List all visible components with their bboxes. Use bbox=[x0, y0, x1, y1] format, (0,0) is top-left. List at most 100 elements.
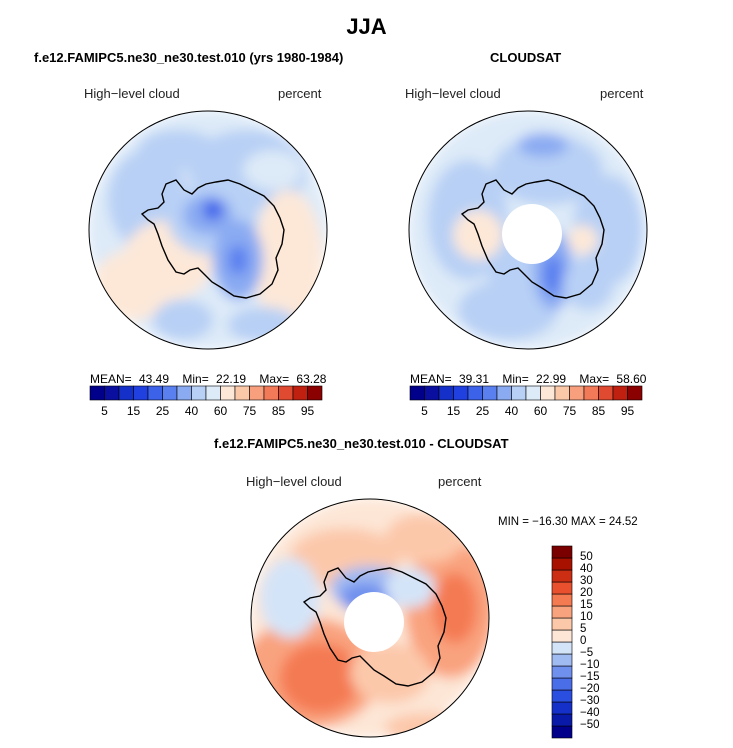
max-value: 58.60 bbox=[616, 372, 647, 386]
colorbar-tick-label: 5 bbox=[421, 404, 428, 418]
colorbar-swatch bbox=[118, 385, 134, 401]
colorbar-swatch bbox=[551, 581, 573, 595]
colorbar-swatch bbox=[551, 641, 573, 655]
colorbar-swatch bbox=[263, 385, 279, 401]
colorbar-swatch bbox=[496, 385, 512, 401]
polar-data-gap bbox=[344, 592, 404, 652]
mean-value: 39.31 bbox=[459, 372, 490, 386]
colorbar-tick-label: 15 bbox=[126, 404, 141, 418]
colorbar-tick-label: 95 bbox=[620, 404, 635, 418]
colorbar-swatch bbox=[551, 665, 573, 679]
field-layer bbox=[251, 499, 489, 737]
map-boundary bbox=[88, 110, 328, 350]
colorbar-swatch bbox=[467, 385, 483, 401]
panel-1-variable-label: High−level cloud bbox=[84, 86, 180, 101]
colorbar-swatch bbox=[409, 385, 425, 401]
field-region bbox=[433, 573, 477, 643]
colorbar-swatch bbox=[551, 617, 573, 631]
colorbar-tick-label: −20 bbox=[580, 683, 600, 695]
polar-data-gap bbox=[502, 204, 562, 264]
colorbar-swatch bbox=[583, 385, 599, 401]
colorbar-swatch bbox=[551, 593, 573, 607]
colorbar-tick-label: 30 bbox=[580, 575, 593, 587]
colorbar-swatch bbox=[292, 385, 308, 401]
panel-3-variable-label: High−level cloud bbox=[246, 474, 342, 489]
colorbar-tick-label: 60 bbox=[213, 404, 228, 418]
panel-1-title: f.e12.FAMIPC5.ne30_ne30.test.010 (yrs 19… bbox=[34, 50, 344, 65]
colorbar-tick-label: 0 bbox=[580, 635, 587, 647]
panel-1-units-label: percent bbox=[278, 86, 322, 101]
colorbar-swatch bbox=[554, 385, 570, 401]
colorbar-tick-label: 40 bbox=[184, 404, 199, 418]
colorbar-swatch bbox=[220, 385, 236, 401]
colorbar-tick-label: 60 bbox=[533, 404, 548, 418]
colorbar-swatch bbox=[569, 385, 585, 401]
colorbar-tick-label: 10 bbox=[580, 611, 593, 623]
field-region bbox=[153, 300, 213, 340]
panel-3-map bbox=[250, 498, 490, 738]
panel-2-variable-label: High−level cloud bbox=[405, 86, 501, 101]
colorbar-swatch bbox=[551, 725, 573, 739]
colorbar-swatch bbox=[511, 385, 527, 401]
antarctica-coastline bbox=[140, 179, 285, 299]
colorbar-tick-label: 20 bbox=[580, 587, 593, 599]
min-value: 22.19 bbox=[216, 372, 247, 386]
colorbar-swatch bbox=[627, 385, 643, 401]
colorbar-swatch bbox=[162, 385, 178, 401]
colorbar-swatch bbox=[551, 605, 573, 619]
panel-3-colorbar-labels: −50 −40 −30 −20 −15 −10 −5 0 5 10 15 20 30 40 50 bbox=[580, 546, 620, 738]
field-region bbox=[228, 307, 298, 343]
panel-2-stats: MEAN= 39.31 Min= 22.99 Max= 58.60 bbox=[410, 372, 646, 386]
panel-2-units-label: percent bbox=[600, 86, 644, 101]
colorbar-swatch bbox=[551, 689, 573, 703]
map-boundary bbox=[408, 110, 648, 350]
colorbar-swatch bbox=[598, 385, 614, 401]
field-layer bbox=[89, 111, 327, 349]
colorbar-tick-label: 75 bbox=[562, 404, 577, 418]
panel-1-colorbar-labels: 5 15 25 40 60 75 85 95 bbox=[90, 404, 322, 420]
max-label: Max= bbox=[579, 372, 610, 386]
colorbar-tick-label: −15 bbox=[580, 671, 600, 683]
colorbar-tick-label: 95 bbox=[300, 404, 315, 418]
panel-3-stats: MIN = −16.30 MAX = 24.52 bbox=[498, 516, 638, 528]
colorbar-swatch bbox=[540, 385, 556, 401]
panel-1-stats: MEAN= 43.49 Min= 22.19 Max= 63.28 bbox=[90, 372, 326, 386]
field-region bbox=[260, 558, 320, 638]
colorbar-swatch bbox=[234, 385, 250, 401]
colorbar-swatch bbox=[307, 385, 323, 401]
colorbar-tick-label: 15 bbox=[580, 599, 593, 611]
field-region bbox=[243, 150, 303, 190]
max-value: 63.28 bbox=[296, 372, 327, 386]
colorbar-swatch bbox=[551, 677, 573, 691]
field-region bbox=[385, 568, 435, 608]
colorbar-swatch bbox=[133, 385, 149, 401]
colorbar-tick-label: 15 bbox=[446, 404, 461, 418]
colorbar-tick-label: 50 bbox=[580, 551, 593, 563]
min-label: Min= bbox=[502, 372, 529, 386]
colorbar-swatch bbox=[482, 385, 498, 401]
panel-3-units-label: percent bbox=[438, 474, 482, 489]
field-region bbox=[138, 130, 218, 170]
antarctica-coastline bbox=[460, 179, 605, 299]
colorbar-tick-label: 25 bbox=[475, 404, 490, 418]
colorbar-tick-label: 25 bbox=[155, 404, 170, 418]
colorbar-swatch bbox=[147, 385, 163, 401]
field-region bbox=[253, 190, 323, 330]
colorbar-swatch bbox=[205, 385, 221, 401]
colorbar-swatch bbox=[249, 385, 265, 401]
field-region bbox=[385, 513, 465, 563]
min-value: 22.99 bbox=[536, 372, 567, 386]
antarctica-coastline bbox=[302, 567, 447, 687]
min-label: Min= bbox=[182, 372, 209, 386]
colorbar-swatch bbox=[551, 701, 573, 715]
colorbar-tick-label: −10 bbox=[580, 659, 600, 671]
colorbar-swatch bbox=[104, 385, 120, 401]
colorbar-swatch bbox=[525, 385, 541, 401]
panel-2-title: CLOUDSAT bbox=[490, 50, 562, 65]
colorbar-swatch bbox=[176, 385, 192, 401]
panel-3-colorbar bbox=[551, 545, 573, 739]
max-label: Max= bbox=[259, 372, 290, 386]
colorbar-swatch bbox=[438, 385, 454, 401]
colorbar-swatch bbox=[551, 713, 573, 727]
colorbar-swatch bbox=[551, 629, 573, 643]
